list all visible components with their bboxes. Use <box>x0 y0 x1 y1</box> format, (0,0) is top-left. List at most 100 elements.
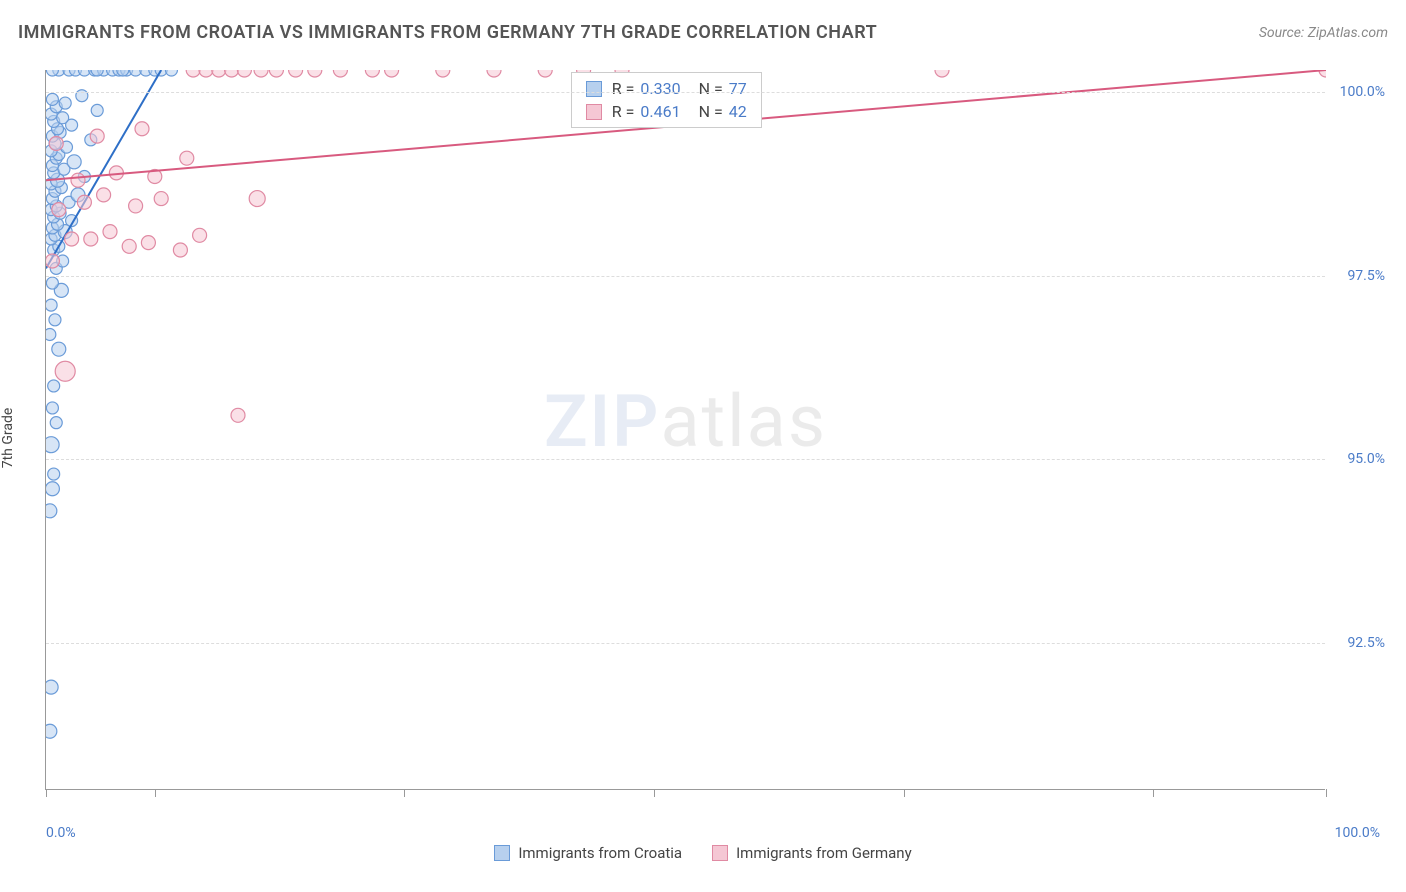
data-point <box>48 380 60 392</box>
y-tick-label: 92.5% <box>1347 635 1385 651</box>
data-point <box>385 70 399 77</box>
x-tick <box>904 789 905 797</box>
data-point <box>269 70 283 77</box>
data-point <box>225 70 239 77</box>
data-point <box>46 482 59 496</box>
data-point <box>50 417 62 429</box>
stat-r-label: R = <box>612 79 635 98</box>
data-point <box>193 228 207 242</box>
data-point <box>59 97 71 109</box>
legend-label: Immigrants from Germany <box>736 844 912 862</box>
data-point <box>231 408 245 422</box>
data-point <box>46 254 59 268</box>
data-point <box>141 236 155 250</box>
x-tick <box>46 789 47 797</box>
data-point <box>122 239 136 253</box>
stats-row: R = 0.330 N = 77 <box>586 79 747 98</box>
stat-n-label: N = <box>699 79 723 98</box>
data-point <box>71 173 85 187</box>
data-point <box>46 328 56 340</box>
stats-text: R = 0.461 N = 42 <box>612 102 747 121</box>
chart-header: IMMIGRANTS FROM CROATIA VS IMMIGRANTS FR… <box>18 22 1388 43</box>
data-point <box>237 70 251 77</box>
scatter-plot-svg <box>46 70 1326 790</box>
stat-n-value: 77 <box>729 79 747 98</box>
legend-swatch <box>712 845 728 861</box>
data-point <box>46 299 57 311</box>
legend-item: Immigrants from Germany <box>712 844 912 862</box>
data-point <box>538 70 552 77</box>
data-point <box>935 70 949 77</box>
data-point <box>199 70 213 77</box>
stat-n-label: N = <box>699 102 723 121</box>
data-point <box>65 232 79 246</box>
data-point <box>84 232 98 246</box>
data-point <box>46 93 58 105</box>
source-label: Source: ZipAtlas.com <box>1259 25 1388 41</box>
data-point <box>57 112 69 124</box>
data-point <box>249 191 265 207</box>
gridline <box>46 276 1325 277</box>
stat-r-value: 0.330 <box>640 79 680 98</box>
data-point <box>97 188 111 202</box>
data-point <box>46 724 57 738</box>
x-tick-label: 100.0% <box>1335 825 1380 841</box>
stat-r-value: 0.461 <box>640 102 680 121</box>
data-point <box>67 155 81 169</box>
data-point <box>212 70 226 77</box>
data-point <box>186 70 200 77</box>
stats-swatch <box>586 81 602 97</box>
x-tick <box>1153 789 1154 797</box>
chart-plot-area: ZIPatlas R =0.330N =77R =0.461N =42 100.… <box>45 70 1325 790</box>
data-point <box>289 70 303 77</box>
data-point <box>103 225 117 239</box>
data-point <box>52 342 66 356</box>
bottom-legend: Immigrants from Croatia Immigrants from G… <box>0 844 1406 862</box>
y-tick-label: 97.5% <box>1347 268 1385 284</box>
data-point <box>91 104 103 116</box>
gridline <box>46 643 1325 644</box>
data-point <box>90 129 104 143</box>
data-point <box>254 70 268 77</box>
data-point <box>154 192 168 206</box>
data-point <box>135 122 149 136</box>
y-axis-label: 7th Grade <box>0 408 16 469</box>
y-tick-label: 100.0% <box>1340 84 1385 100</box>
data-point <box>436 70 450 77</box>
data-point <box>52 203 66 217</box>
stats-swatch <box>586 104 602 120</box>
stat-r-label: R = <box>612 102 635 121</box>
stat-n-value: 42 <box>729 102 747 121</box>
x-tick <box>1326 789 1327 797</box>
data-point <box>77 195 91 209</box>
data-point <box>48 468 60 480</box>
gridline <box>46 92 1325 93</box>
x-tick <box>654 789 655 797</box>
data-point <box>173 243 187 257</box>
data-point <box>46 437 59 453</box>
legend-label: Immigrants from Croatia <box>518 844 682 862</box>
legend-item: Immigrants from Croatia <box>494 844 682 862</box>
data-point <box>46 680 58 694</box>
data-point <box>49 314 61 326</box>
x-tick-label: 0.0% <box>46 825 76 841</box>
gridline <box>46 459 1325 460</box>
legend-swatch <box>494 845 510 861</box>
data-point <box>49 136 63 150</box>
data-point <box>165 70 177 76</box>
stats-text: R = 0.330 N = 77 <box>612 79 747 98</box>
x-tick <box>404 789 405 797</box>
chart-title: IMMIGRANTS FROM CROATIA VS IMMIGRANTS FR… <box>18 22 877 43</box>
data-point <box>129 199 143 213</box>
data-point <box>55 361 75 381</box>
data-point <box>180 151 194 165</box>
stats-legend-box: R = 0.330 N = 77 R = 0.461 N = 42 <box>571 72 762 128</box>
data-point <box>487 70 501 77</box>
data-point <box>46 504 57 518</box>
data-point <box>365 70 379 77</box>
data-point <box>46 277 58 289</box>
data-point <box>46 402 58 414</box>
data-point <box>333 70 347 77</box>
y-tick-label: 95.0% <box>1347 451 1385 467</box>
stats-row: R = 0.461 N = 42 <box>586 102 747 121</box>
